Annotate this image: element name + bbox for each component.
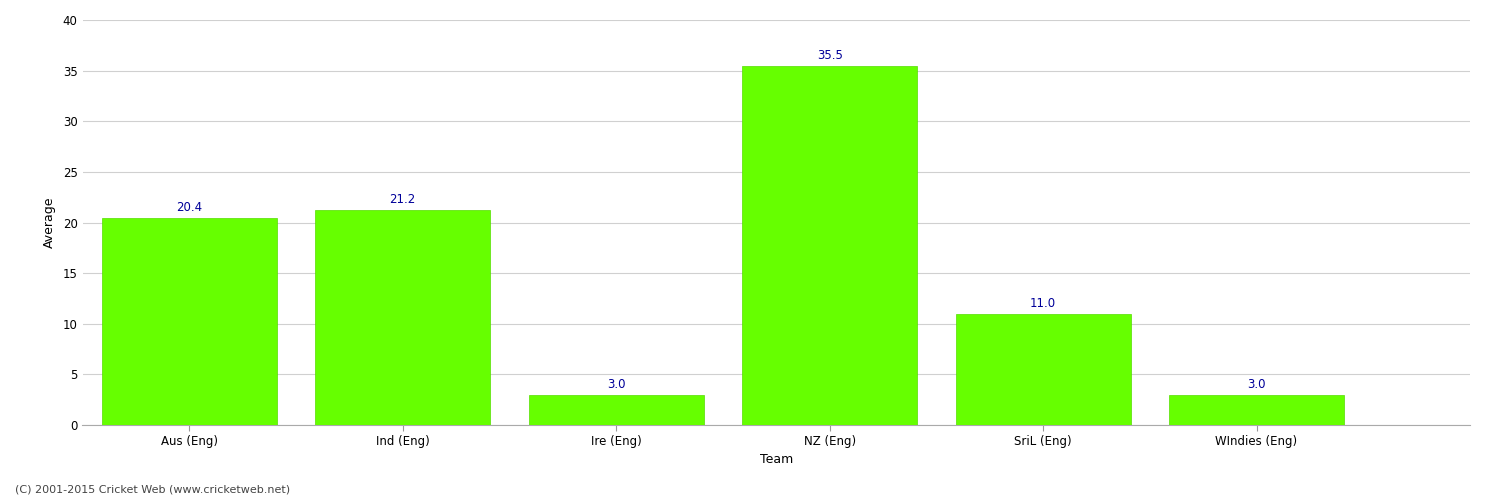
Text: 35.5: 35.5 bbox=[816, 48, 843, 62]
Bar bbox=[102, 218, 276, 425]
Bar bbox=[1168, 394, 1344, 425]
X-axis label: Team: Team bbox=[759, 452, 794, 466]
Y-axis label: Average: Average bbox=[44, 196, 55, 248]
Text: 3.0: 3.0 bbox=[1248, 378, 1266, 390]
Bar bbox=[742, 66, 916, 425]
Text: (C) 2001-2015 Cricket Web (www.cricketweb.net): (C) 2001-2015 Cricket Web (www.cricketwe… bbox=[15, 485, 290, 495]
Bar bbox=[315, 210, 490, 425]
Text: 11.0: 11.0 bbox=[1030, 296, 1056, 310]
Text: 21.2: 21.2 bbox=[390, 194, 416, 206]
Text: 20.4: 20.4 bbox=[176, 202, 202, 214]
Bar bbox=[528, 394, 704, 425]
Bar bbox=[956, 314, 1131, 425]
Text: 3.0: 3.0 bbox=[608, 378, 625, 390]
